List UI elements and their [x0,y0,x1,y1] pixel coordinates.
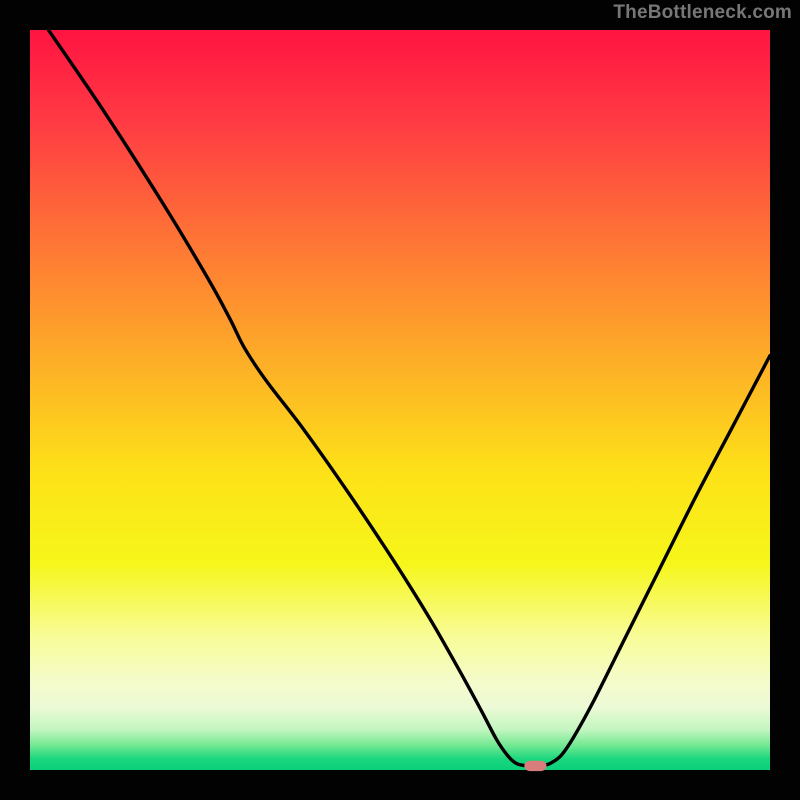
plot-container [0,0,800,800]
plot-background-gradient [30,30,770,770]
optimal-point-marker [524,761,546,771]
page-root: TheBottleneck.com [0,0,800,800]
plot-svg [0,0,800,800]
watermark-text: TheBottleneck.com [613,2,792,24]
